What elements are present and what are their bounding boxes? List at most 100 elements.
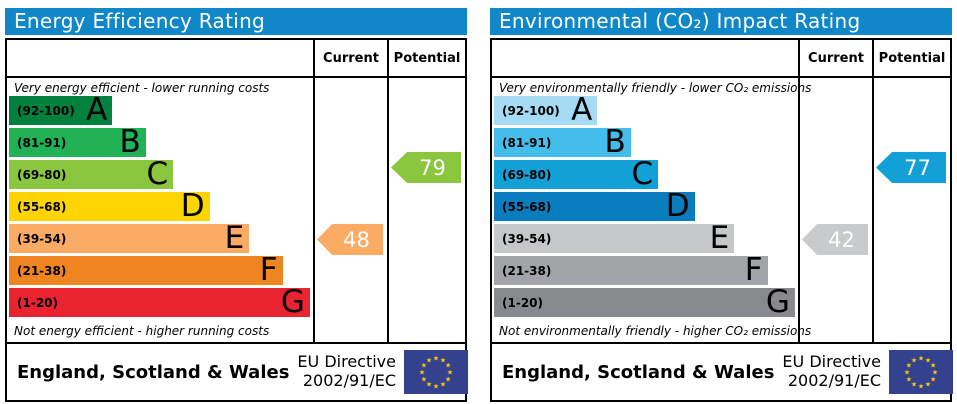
potential-column-header: Potential [387, 40, 465, 78]
band-letter: E [224, 220, 245, 256]
svg-text:★: ★ [932, 369, 938, 377]
potential-value-column: 77 [872, 78, 950, 342]
svg-text:★: ★ [433, 355, 439, 363]
band-e: (39-54) E [494, 220, 735, 256]
eu-directive-line1: EU Directive [297, 352, 396, 372]
svg-text:★: ★ [918, 383, 924, 391]
band-letter: B [604, 124, 626, 160]
header-empty-cell [492, 40, 798, 78]
svg-text:★: ★ [421, 376, 427, 384]
eu-directive-line1: EU Directive [782, 352, 881, 372]
band-letter: C [631, 156, 654, 192]
top-note: Very energy efficient - lower running co… [14, 81, 270, 95]
svg-text:★: ★ [906, 362, 912, 370]
svg-text:★: ★ [918, 355, 924, 363]
potential-value-column: 79 [387, 78, 465, 342]
eu-flag-icon: ★ ★★ ★★★ ★★★ ★★★ [889, 350, 953, 394]
svg-text:★: ★ [925, 381, 931, 389]
footer: England, Scotland & Wales EU Directive 2… [7, 342, 468, 400]
region-label: England, Scotland & Wales [502, 361, 775, 383]
band-range: (55-68) [17, 199, 67, 214]
eu-directive-line2: 2002/91/EC [787, 371, 881, 390]
region-label: England, Scotland & Wales [17, 361, 290, 383]
svg-text:★: ★ [445, 362, 451, 370]
band-range: (1-20) [17, 295, 58, 310]
bottom-note: Not environmentally friendly - higher CO… [499, 324, 812, 338]
band-e: (39-54) E [9, 220, 250, 256]
svg-text:★: ★ [930, 362, 936, 370]
svg-text:★: ★ [904, 369, 910, 377]
svg-text:★: ★ [440, 356, 446, 364]
band-letter: A [571, 92, 593, 128]
svg-text:★: ★ [911, 381, 917, 389]
band-row: (55-68) D [9, 188, 313, 224]
band-g: (1-20) G [494, 284, 795, 320]
svg-text:★: ★ [433, 383, 439, 391]
svg-text:★: ★ [930, 376, 936, 384]
energy-rating-scale: Very energy efficient - lower running co… [7, 78, 313, 342]
current-rating-arrow: 42 [802, 224, 868, 255]
band-g: (1-20) G [9, 287, 310, 318]
band-letter: F [744, 252, 763, 288]
svg-text:★: ★ [447, 369, 453, 377]
band-c: (69-80) C [9, 159, 174, 190]
band-row: (1-20) G [494, 284, 798, 320]
band-range: (55-68) [502, 199, 552, 214]
band-range: (92-100) [502, 103, 560, 118]
energy-rating-table: Current Potential Very energy efficient … [5, 38, 468, 402]
eu-flag-icon: ★ ★★ ★★★ ★★★ ★★★ [404, 350, 468, 394]
co2-rating-scale: Very environmentally friendly - lower CO… [492, 78, 812, 342]
bottom-note: Not energy efficient - higher running co… [14, 324, 270, 338]
band-row: (21-38) F [494, 252, 798, 288]
current-value-column: 48 [313, 78, 387, 342]
co2-panel-title: Environmental (CO₂) Impact Rating [490, 8, 952, 35]
band-letter: A [86, 92, 108, 128]
energy-efficiency-panel: Energy Efficiency Rating Current Potenti… [5, 8, 468, 402]
band-letter: D [665, 188, 690, 224]
band-f: (21-38) F [9, 252, 283, 288]
potential-column-header: Potential [872, 40, 950, 78]
eu-directive-label: EU Directive 2002/91/EC [782, 352, 881, 391]
band-letter: G [765, 284, 790, 320]
footer: England, Scotland & Wales EU Directive 2… [492, 342, 953, 400]
svg-text:★: ★ [911, 356, 917, 364]
band-range: (92-100) [17, 103, 75, 118]
band-letter: B [119, 124, 141, 160]
band-row: (39-54) E [9, 220, 313, 256]
current-value-column: 42 [798, 78, 872, 342]
band-f: (21-38) F [494, 252, 768, 288]
band-row: (39-54) E [494, 220, 798, 256]
band-letter: E [709, 220, 730, 256]
band-row: (21-38) F [9, 252, 313, 288]
band-range: (39-54) [502, 231, 552, 246]
potential-rating-arrow: 77 [876, 152, 946, 183]
band-range: (81-91) [17, 135, 67, 150]
current-column-header: Current [313, 40, 387, 78]
svg-text:★: ★ [925, 356, 931, 364]
band-a: (92-100) A [494, 92, 598, 128]
potential-rating-arrow: 79 [391, 152, 461, 183]
svg-text:★: ★ [445, 376, 451, 384]
band-row: (92-100) A [9, 92, 313, 128]
svg-text:★: ★ [426, 381, 432, 389]
svg-text:★: ★ [440, 381, 446, 389]
band-row: (81-91) B [494, 124, 798, 160]
band-row: (55-68) D [494, 188, 798, 224]
band-row: (1-20) G [9, 287, 313, 320]
band-row: (69-80) C [9, 159, 313, 192]
band-range: (69-80) [17, 167, 67, 182]
band-range: (81-91) [502, 135, 552, 150]
svg-text:★: ★ [421, 362, 427, 370]
band-range: (21-38) [502, 263, 552, 278]
current-column-header: Current [798, 40, 872, 78]
eu-directive-label: EU Directive 2002/91/EC [297, 352, 396, 391]
band-letter: F [259, 252, 278, 288]
band-letter: D [180, 188, 205, 224]
band-row: (92-100) A [494, 92, 798, 128]
current-rating-arrow: 48 [317, 224, 383, 255]
band-b: (81-91) B [494, 124, 631, 160]
band-range: (39-54) [17, 231, 67, 246]
band-range: (21-38) [17, 263, 67, 278]
band-row: (81-91) B [9, 124, 313, 160]
